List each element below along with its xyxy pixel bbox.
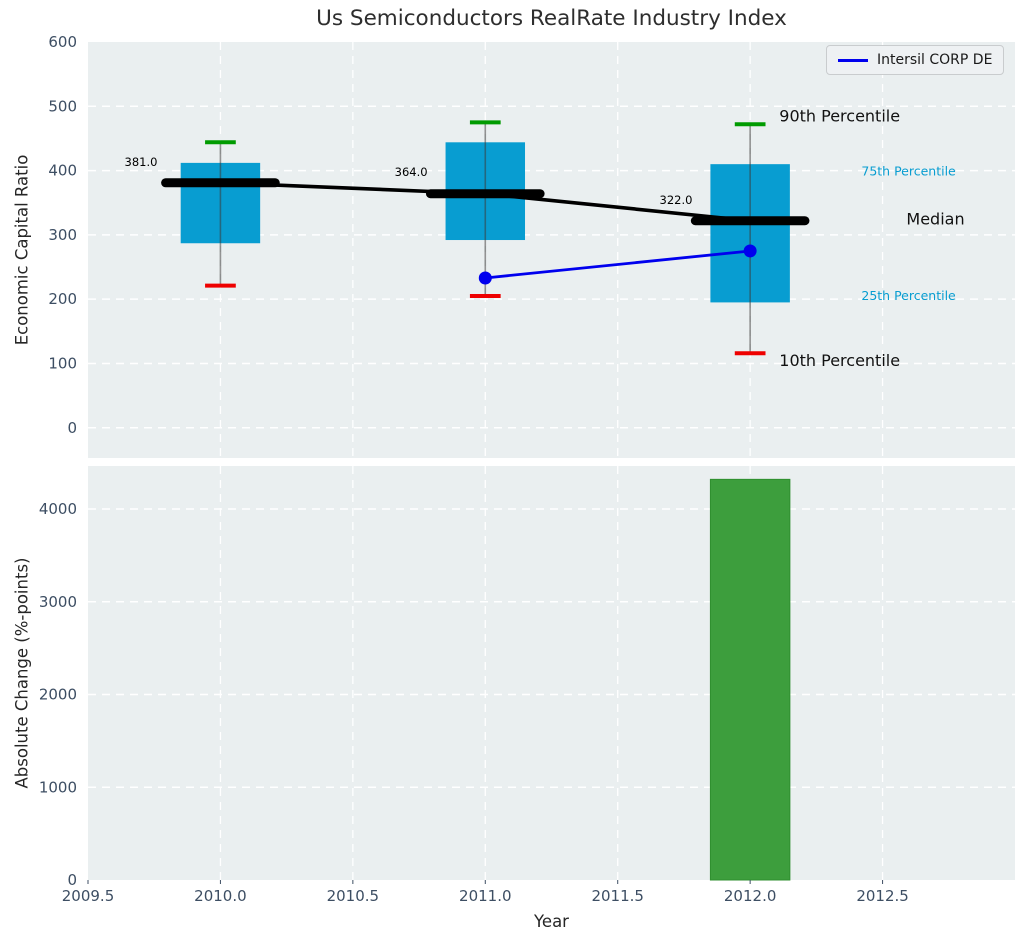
legend: Intersil CORP DE <box>826 45 1005 75</box>
annotation: 25th Percentile <box>861 288 956 303</box>
series-line <box>485 249 751 280</box>
x-tick-label: 2011.5 <box>591 887 644 905</box>
y-tick-label: 2000 <box>39 686 77 704</box>
plot-background <box>88 42 1015 458</box>
annotation: 10th Percentile <box>779 351 900 370</box>
x-tick-label: 2011.0 <box>459 887 512 905</box>
x-tick-label: 2010.5 <box>327 887 380 905</box>
y-tick-label: 500 <box>48 97 77 115</box>
series-point <box>743 244 757 258</box>
annotation: 322.0 <box>660 193 693 207</box>
annotation: 364.0 <box>395 165 428 179</box>
y-tick-label: 3000 <box>39 593 77 611</box>
y-tick-label: 400 <box>48 162 77 180</box>
x-tick-label: 2009.5 <box>62 887 115 905</box>
x-axis-label: Year <box>534 912 569 931</box>
y-tick-label: 4000 <box>39 500 77 518</box>
series-point <box>478 271 492 285</box>
y-tick-label: 0 <box>67 871 77 889</box>
annotation: Median <box>906 209 964 228</box>
axes-0: 0 100 200 300 400 500 600 381.0 364.0 322.0 90th P… <box>48 33 1015 458</box>
x-tick-label: 2012.0 <box>724 887 777 905</box>
x-tick-label: 2010.0 <box>194 887 247 905</box>
legend-line-sample <box>838 58 868 62</box>
bar-2012 <box>709 478 791 881</box>
plot-background <box>88 466 1015 880</box>
x-tick-label: 2012.5 <box>856 887 909 905</box>
y-tick-label: 1000 <box>39 778 77 796</box>
y-tick-label: 200 <box>48 290 77 308</box>
annotation: 90th Percentile <box>779 106 900 125</box>
y-tick-label: 100 <box>48 354 77 372</box>
annotation: 75th Percentile <box>861 164 956 179</box>
y-tick-label: 300 <box>48 226 77 244</box>
legend-label: Intersil CORP DE <box>877 52 993 68</box>
annotation: 381.0 <box>125 155 158 169</box>
y-axis-label-top: Economic Capital Ratio <box>12 154 32 346</box>
y-tick-label: 600 <box>48 33 77 51</box>
y-tick-label: 0 <box>67 419 77 437</box>
axes-1: 0 1000 2000 3000 4000 2009.5 2010.0 2010.5 2011.… <box>39 466 1015 905</box>
chart-title: Us Semiconductors RealRate Industry Inde… <box>316 6 787 31</box>
y-axis-label-bottom: Absolute Change (%-points) <box>12 557 32 789</box>
